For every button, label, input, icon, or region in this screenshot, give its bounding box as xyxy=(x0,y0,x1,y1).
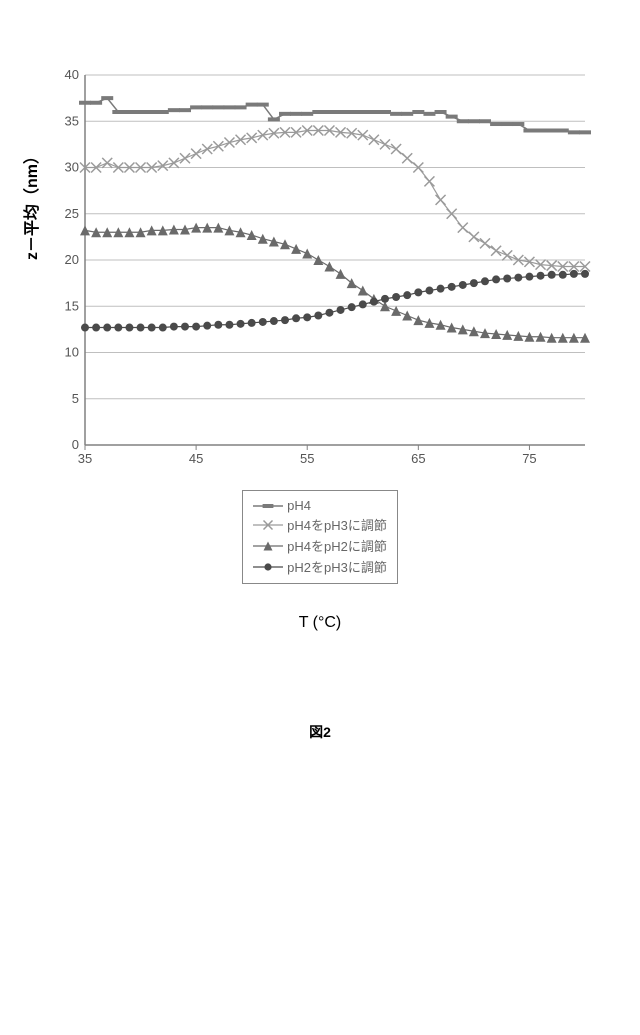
legend-label: pH2をpH3に調節 xyxy=(287,557,387,576)
svg-text:45: 45 xyxy=(189,451,203,466)
svg-text:75: 75 xyxy=(522,451,536,466)
svg-text:30: 30 xyxy=(65,160,79,175)
svg-text:10: 10 xyxy=(65,345,79,360)
svg-text:65: 65 xyxy=(411,451,425,466)
legend-label: pH4をpH3に調節 xyxy=(287,515,387,534)
svg-text:55: 55 xyxy=(300,451,314,466)
svg-text:40: 40 xyxy=(65,70,79,82)
legend-swatch xyxy=(253,561,283,573)
svg-text:15: 15 xyxy=(65,298,79,313)
svg-text:20: 20 xyxy=(65,252,79,267)
svg-text:35: 35 xyxy=(65,113,79,128)
chart-plot: 0 5 10 15 20 25 30 35 40 35 45 55 65 75 xyxy=(40,70,595,470)
legend-item: pH4をpH3に調節 xyxy=(253,514,387,535)
legend-item: pH2をpH3に調節 xyxy=(253,556,387,577)
legend-item: pH4をpH2に調節 xyxy=(253,535,387,556)
chart-container: 0 5 10 15 20 25 30 35 40 35 45 55 65 75 pH4 pH4をpH3に調節… xyxy=(40,70,600,742)
svg-text:25: 25 xyxy=(65,206,79,221)
svg-text:5: 5 xyxy=(72,391,79,406)
legend-item: pH4 xyxy=(253,497,387,514)
legend-swatch xyxy=(253,519,283,531)
legend-swatch xyxy=(253,500,283,512)
legend-label: pH4をpH2に調節 xyxy=(287,536,387,555)
legend-box: pH4 pH4をpH3に調節 pH4をpH2に調節 pH2をpH3に調節 xyxy=(242,490,398,584)
svg-text:35: 35 xyxy=(78,451,92,466)
y-axis-label: z－平均（nm） xyxy=(18,148,42,260)
x-axis-label: T (°C) xyxy=(40,614,600,632)
legend-label: pH4 xyxy=(287,498,311,513)
figure-caption: 図2 xyxy=(40,722,600,742)
svg-text:0: 0 xyxy=(72,437,79,452)
legend-swatch xyxy=(253,540,283,552)
